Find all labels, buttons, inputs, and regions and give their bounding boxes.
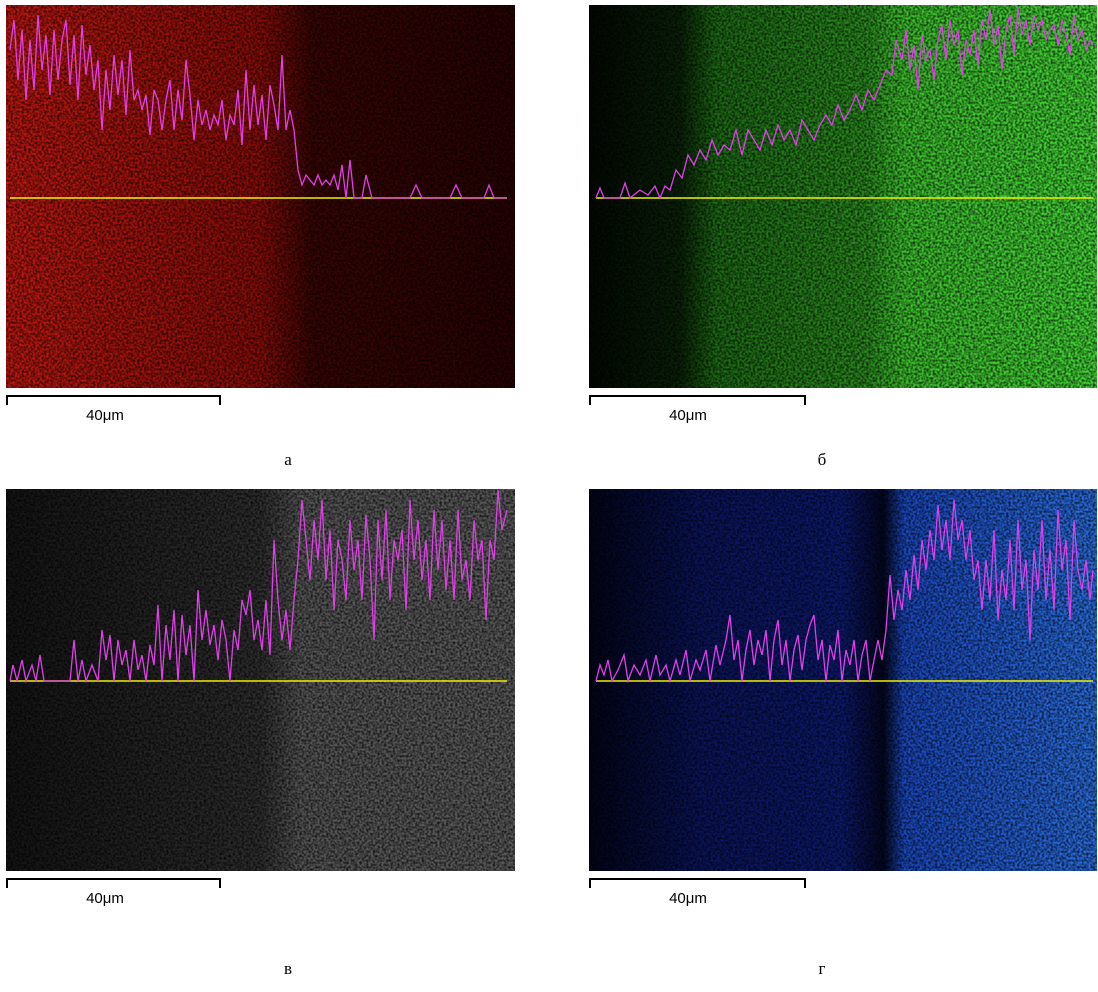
- scale-bar: [6, 878, 221, 888]
- panel-a: 40μm а: [6, 5, 515, 469]
- panel-g: 40μm г: [589, 489, 1097, 978]
- scale-label: 40μm: [86, 890, 124, 907]
- scale-label: 40μm: [669, 407, 707, 424]
- line-profile: [595, 499, 1094, 684]
- noise: [6, 489, 515, 871]
- scale-label: 40μm: [86, 407, 124, 424]
- noise: [589, 5, 1097, 388]
- scale-label: 40μm: [669, 890, 707, 907]
- caption: г: [819, 959, 826, 978]
- scale-bar: [589, 395, 806, 405]
- panel-v: 40μm в: [6, 489, 515, 978]
- line-profile: [9, 14, 507, 199]
- caption: а: [284, 450, 292, 469]
- caption: б: [818, 450, 827, 469]
- caption: в: [284, 959, 292, 978]
- noise: [6, 5, 515, 388]
- line-profile: [595, 7, 1094, 200]
- panel-b: 40μm б: [589, 5, 1097, 469]
- scale-bar: [589, 878, 806, 888]
- scale-bar: [6, 395, 221, 405]
- line-profile: [9, 489, 508, 684]
- noise: [589, 489, 1097, 871]
